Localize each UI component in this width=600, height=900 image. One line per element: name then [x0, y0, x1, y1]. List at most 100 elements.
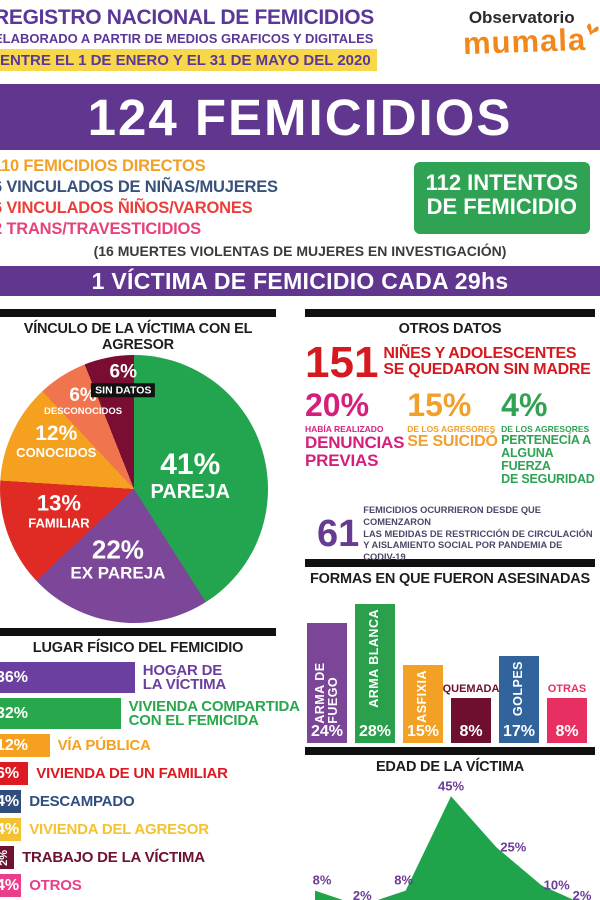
stat-column: 4% DE LOS AGRESORES PERTENECÍA A ALGUNA …: [501, 389, 595, 507]
intentos-badge: 112 INTENTOS DE FEMICIDIO: [413, 162, 590, 234]
section-divider: [305, 309, 595, 318]
area-value-label: 2%: [353, 888, 372, 900]
hbar-value: 12%: [0, 736, 29, 754]
vbar-label: ARMA DE FUEGO: [312, 662, 340, 724]
breakdown-item: 2 TRANS/TRAVESTICIDIOS: [0, 220, 201, 239]
right-column: OTROS DATOS 151 NIÑES Y ADOLESCENTES SE …: [300, 309, 600, 900]
vbar-value: 8%: [459, 723, 483, 741]
vinculo-pie-chart: 41% PAREJA 22% EX PAREJA 13% FAMILIAR 12% C…: [0, 355, 268, 624]
header-period-highlight: ENTRE EL 1 DE ENERO Y EL 31 DE MAYO DEL …: [0, 49, 377, 71]
hbar-row: 4% DESCAMPADO: [0, 790, 300, 814]
stat-61-text: FEMICIDIOS OCURRIERON DESDE QUE COMENZAR…: [363, 505, 593, 562]
intentos-line2: DE FEMICIDIO: [426, 193, 577, 219]
vbar-label: ASFIXIA: [415, 669, 430, 723]
vbar-column: GOLPES 17%: [499, 655, 539, 744]
header-text-block: REGISTRO NACIONAL DE FEMICIDIOS ELABORAD…: [0, 6, 377, 71]
pie-slice-value: 13%: [36, 490, 81, 516]
hbar-label: VIVIENDA DE UN FAMILIAR: [36, 764, 228, 782]
section-divider: [305, 559, 595, 568]
area-value-label: 45%: [438, 779, 464, 793]
hbar-label: VIVIENDA DEL AGRESOR: [29, 820, 209, 838]
frequency-banner: 1 VÍCTIMA DE FEMICIDIO CADA 29hs: [0, 266, 600, 297]
org-logo: Observatorio mumala: [462, 8, 599, 62]
pie-slice-value: 41%: [160, 448, 221, 482]
pie-slice-name: EX PAREJA: [70, 563, 166, 583]
area-fill: [315, 796, 573, 900]
hbar: 4%: [0, 874, 22, 898]
formas-section-title: FORMAS EN QUE FUERON ASESINADAS: [309, 571, 591, 588]
header: REGISTRO NACIONAL DE FEMICIDIOS ELABORAD…: [0, 0, 600, 84]
left-column: VÍNCULO DE LA VÍCTIMA CON EL AGRESOR 41%…: [0, 309, 300, 900]
vbar-column: ARMA BLANCA 28%: [355, 603, 395, 744]
vbar: 8%: [547, 697, 587, 744]
pie-slice-label: 6% SIN DATOS: [91, 360, 156, 398]
area-value-label: 25%: [500, 840, 526, 855]
edad-area-chart: 8%2%8%45%25%10%2%0-1213-1516-1819-4041-6…: [313, 779, 592, 900]
hbar-label: DESCAMPADO: [29, 792, 135, 810]
stat-column: 20% HABÍA REALIZADO DENUNCIAS PREVIAS: [305, 389, 404, 507]
edad-section-title: EDAD DE LA VÍCTIMA: [375, 759, 525, 776]
vbar-value: 15%: [406, 723, 440, 741]
hbar-row: 4% OTROS: [0, 874, 300, 898]
pie-slice-name: SIN DATOS: [91, 382, 156, 398]
intentos-line1: 112 INTENTOS: [425, 170, 578, 195]
vbar-label: ARMA BLANCA: [367, 608, 382, 708]
breakdown-item: 110 FEMICIDIOS DIRECTOS: [0, 157, 206, 175]
pie-circle: [0, 355, 268, 624]
section-divider: [305, 747, 595, 756]
vbar-label: GOLPES: [511, 660, 526, 716]
hbar: 4%: [0, 790, 22, 814]
area-value-label: 8%: [394, 873, 413, 888]
otros-section-title: OTROS DATOS: [398, 321, 502, 338]
pie-slice-name: FAMILIAR: [28, 515, 90, 531]
stat-value: 20%: [305, 387, 370, 424]
area-value-label: 2%: [573, 888, 592, 900]
breakdown-section: 110 FEMICIDIOS DIRECTOS 6 VINCULADOS DE N…: [0, 150, 600, 240]
stat-61: 61 FEMICIDIOS OCURRIERON DESDE QUE COMEN…: [305, 505, 595, 561]
pie-slice-label: 13% FAMILIAR: [28, 490, 90, 531]
hbar: 4%: [0, 818, 22, 842]
vbar-column: ASFIXIA 15%: [403, 664, 443, 744]
stat-small-text: DE LOS AGRESORES: [501, 424, 590, 435]
stat-151: 151 NIÑES Y ADOLESCENTES SE QUEDARON SIN…: [305, 339, 595, 385]
stat-big-text: DENUNCIAS PREVIAS: [305, 433, 405, 470]
vbar-value: 17%: [502, 723, 536, 741]
count-banner: 124 FEMICIDIOS: [0, 84, 600, 150]
pie-slice-name: CONOCIDOS: [16, 445, 97, 461]
pie-slice-label: 6% DESCONOCIDOS: [44, 386, 122, 417]
pie-slice-label: 22% EX PAREJA: [70, 537, 165, 582]
vbar-column: OTRAS 8%: [547, 683, 587, 744]
area-value-label: 8%: [313, 873, 332, 888]
pie-slice-value: 6%: [109, 360, 137, 382]
hbar-row: 6% VIVIENDA DE UN FAMILIAR: [0, 762, 300, 786]
pie-slice-value: 22%: [91, 534, 144, 565]
hbar: 32%: [0, 698, 121, 730]
count-banner-text: 124 FEMICIDIOS: [87, 88, 513, 146]
breakdown-item: 6 VINCULADOS DE NIÑAS/MUJERES: [0, 178, 278, 197]
breakdown-list: 110 FEMICIDIOS DIRECTOS 6 VINCULADOS DE N…: [0, 156, 278, 240]
pie-slice-label: 12% CONOCIDOS: [16, 423, 96, 459]
vbar-column: ARMA DE FUEGO 24%: [307, 622, 347, 744]
hbar-label: OTROS: [29, 876, 82, 894]
pie-slice-name: DESCONOCIDOS: [44, 405, 123, 417]
pie-section-title: VÍNCULO DE LA VÍCTIMA CON EL AGRESOR: [23, 321, 253, 354]
pie-slice-value: 6%: [69, 384, 97, 406]
pie-slice-label: 41% PAREJA: [150, 448, 230, 503]
vbar-value: 24%: [310, 723, 344, 741]
vbar: ASFIXIA 15%: [403, 664, 443, 744]
hbar: 36%: [0, 662, 135, 694]
hbar-row: 2% TRABAJO DE LA VÍCTIMA: [0, 846, 300, 870]
mumala-logo-text: mumala: [462, 21, 587, 62]
hbar-label: HOGAR DE LA VÍCTIMA: [142, 661, 227, 693]
vbar: 8%: [451, 697, 491, 744]
vbar: ARMA DE FUEGO 24%: [307, 622, 347, 744]
vbar: GOLPES 17%: [499, 655, 539, 744]
hbar: 6%: [0, 762, 29, 786]
lugar-section-title: LUGAR FÍSICO DEL FEMICIDIO: [32, 640, 244, 657]
hbar-value: 36%: [0, 668, 29, 686]
area-value-label: 10%: [544, 878, 570, 893]
stat-151-text: NIÑES Y ADOLESCENTES SE QUEDARON SIN MAD…: [383, 345, 591, 379]
hbar-value: 6%: [0, 764, 20, 782]
vbar: ARMA BLANCA 28%: [355, 603, 395, 744]
